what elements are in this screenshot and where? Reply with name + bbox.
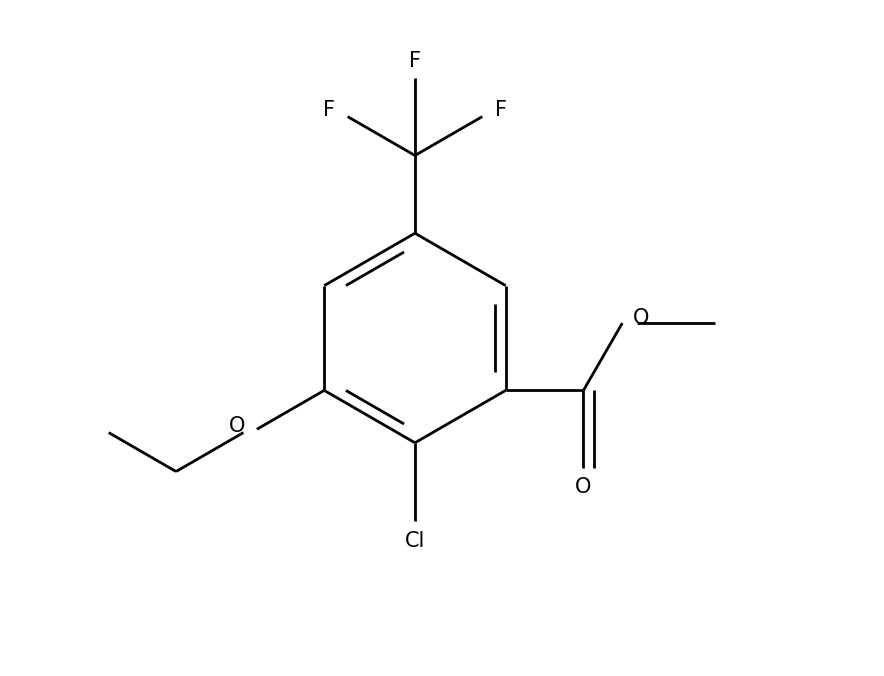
Text: F: F: [495, 100, 507, 120]
Text: F: F: [409, 51, 421, 71]
Text: O: O: [633, 308, 650, 328]
Text: Cl: Cl: [405, 531, 425, 551]
Text: F: F: [323, 100, 335, 120]
Text: O: O: [575, 477, 591, 497]
Text: O: O: [228, 416, 245, 436]
